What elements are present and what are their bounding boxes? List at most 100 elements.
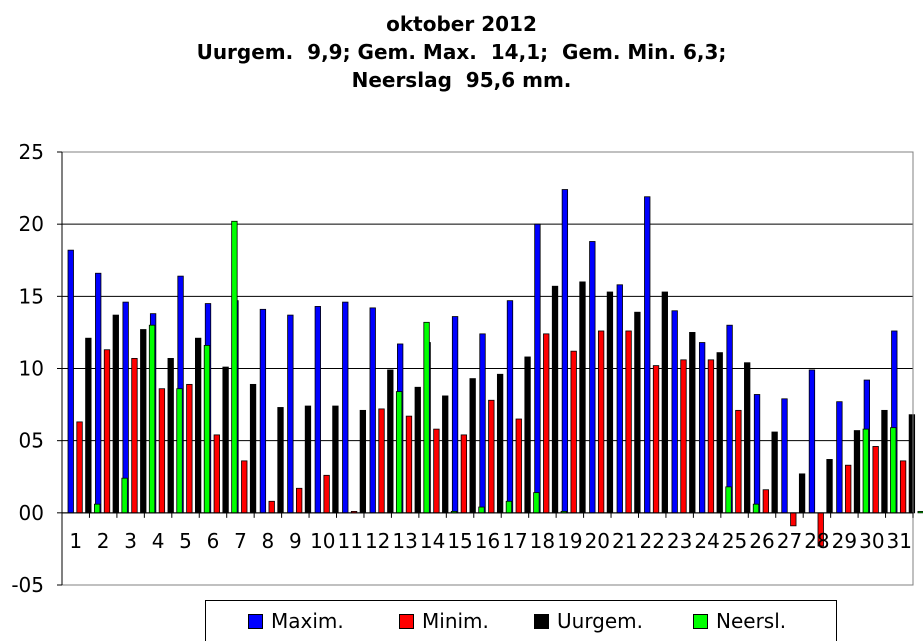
bar-maxim-9 <box>287 314 294 514</box>
bar-maxim-20 <box>589 241 596 514</box>
bar-minim-26 <box>762 489 769 514</box>
bar-uurgem-5 <box>195 337 202 514</box>
bar-maxim-28 <box>808 369 816 514</box>
chart-title: oktober 2012 Uurgem. 9,9; Gem. Max. 14,1… <box>0 10 923 94</box>
bar-minim-14 <box>433 428 440 514</box>
bar-neersl-15 <box>478 506 485 514</box>
bar-minim-1 <box>76 421 83 514</box>
x-tick-label: 8 <box>262 529 275 553</box>
bar-minim-24 <box>707 359 715 514</box>
legend-swatch-neersl <box>693 613 708 629</box>
bar-neersl-4 <box>176 388 183 514</box>
bars <box>67 189 923 547</box>
bar-maxim-19 <box>561 189 569 514</box>
bar-maxim-22 <box>644 196 651 514</box>
bar-uurgem-11 <box>359 409 367 514</box>
bar-minim-7 <box>241 460 248 514</box>
y-tick-label: 05 <box>19 429 44 453</box>
axes <box>57 151 914 586</box>
bar-minim-15 <box>460 434 468 514</box>
bar-minim-30 <box>872 446 879 514</box>
x-tick-label: 13 <box>392 529 417 553</box>
bar-minim-9 <box>296 487 303 514</box>
bar-uurgem-24 <box>716 352 723 514</box>
legend-swatch-minim <box>399 613 414 629</box>
bar-maxim-17 <box>506 300 514 514</box>
bar-maxim-8 <box>259 308 267 514</box>
bar-neersl-1 <box>94 503 101 514</box>
legend-swatch-uurgem <box>534 613 549 629</box>
bar-neersl-31 <box>917 510 923 514</box>
bar-maxim-2 <box>95 272 102 514</box>
x-tick-label: 12 <box>365 529 390 553</box>
bar-uurgem-14 <box>442 395 449 514</box>
chart-title-line-3: Neerslag 95,6 mm. <box>351 68 572 92</box>
bar-maxim-29 <box>836 401 843 514</box>
chart-title-line-2: Uurgem. 9,9; Gem. Max. 14,1; Gem. Min. 6… <box>196 40 727 64</box>
bar-uurgem-9 <box>304 405 312 514</box>
bar-uurgem-29 <box>853 430 861 514</box>
bar-maxim-10 <box>314 306 321 514</box>
bar-maxim-12 <box>369 307 376 514</box>
bar-uurgem-12 <box>387 369 394 514</box>
bar-uurgem-19 <box>579 281 586 514</box>
x-tick-label: 2 <box>97 529 110 553</box>
bar-minim-18 <box>543 333 550 514</box>
x-tick-label: 11 <box>338 529 363 553</box>
y-tick-label: 10 <box>19 357 44 381</box>
bar-neersl-5 <box>203 345 211 514</box>
x-tick-label: 10 <box>310 529 335 553</box>
bar-minim-4 <box>158 388 166 514</box>
bar-maxim-27 <box>781 398 788 514</box>
bar-maxim-26 <box>753 394 761 514</box>
bar-uurgem-4 <box>167 357 174 514</box>
legend-item-uurgem: Uurgem. <box>534 609 643 633</box>
bar-uurgem-7 <box>249 383 257 514</box>
bar-minim-23 <box>680 359 687 514</box>
x-tick-label: 26 <box>749 529 774 553</box>
legend-item-maxim: Maxim. <box>248 609 344 633</box>
bar-uurgem-3 <box>140 329 147 514</box>
x-tick-label: 1 <box>69 529 82 553</box>
x-tick-label: 4 <box>152 529 165 553</box>
bar-maxim-24 <box>698 342 706 514</box>
bar-minim-12 <box>378 408 385 514</box>
x-tick-label: 23 <box>667 529 692 553</box>
bar-minim-22 <box>652 365 660 514</box>
bar-neersl-24 <box>725 486 732 514</box>
bar-maxim-11 <box>342 301 349 514</box>
bar-maxim-1 <box>67 249 74 514</box>
bar-minim-5 <box>186 383 193 514</box>
legend: Maxim. Minim. Uurgem. Neersl. <box>205 600 837 641</box>
bar-minim-8 <box>268 500 275 514</box>
x-tick-label: 5 <box>179 529 192 553</box>
y-tick-label: 15 <box>19 284 44 308</box>
bar-minim-21 <box>625 330 632 514</box>
bar-minim-19 <box>570 350 577 514</box>
bar-uurgem-25 <box>744 362 751 514</box>
legend-item-minim: Minim. <box>399 609 489 633</box>
bar-maxim-15 <box>451 316 459 514</box>
bar-neersl-16 <box>505 500 513 514</box>
x-tick-label: 24 <box>694 529 719 553</box>
legend-label-neersl: Neersl. <box>716 609 787 633</box>
bar-uurgem-16 <box>496 373 504 514</box>
bar-maxim-18 <box>534 223 541 514</box>
x-tick-label: 20 <box>585 529 610 553</box>
bar-neersl-2 <box>121 477 128 514</box>
bar-minim-2 <box>103 349 111 514</box>
legend-label-minim: Minim. <box>422 609 489 633</box>
x-tick-label: 3 <box>124 529 137 553</box>
bar-maxim-21 <box>616 284 623 514</box>
bar-uurgem-6 <box>222 366 229 514</box>
bar-neersl-13 <box>423 321 430 514</box>
bar-neersl-25 <box>752 503 760 514</box>
y-tick-label: 25 <box>19 140 44 164</box>
x-tick-label: 14 <box>420 529 445 553</box>
bar-maxim-23 <box>671 310 678 514</box>
x-tick-label: 15 <box>447 529 472 553</box>
legend-item-neersl: Neersl. <box>693 609 786 633</box>
bar-uurgem-10 <box>332 405 339 514</box>
bar-minim-16 <box>488 399 495 514</box>
